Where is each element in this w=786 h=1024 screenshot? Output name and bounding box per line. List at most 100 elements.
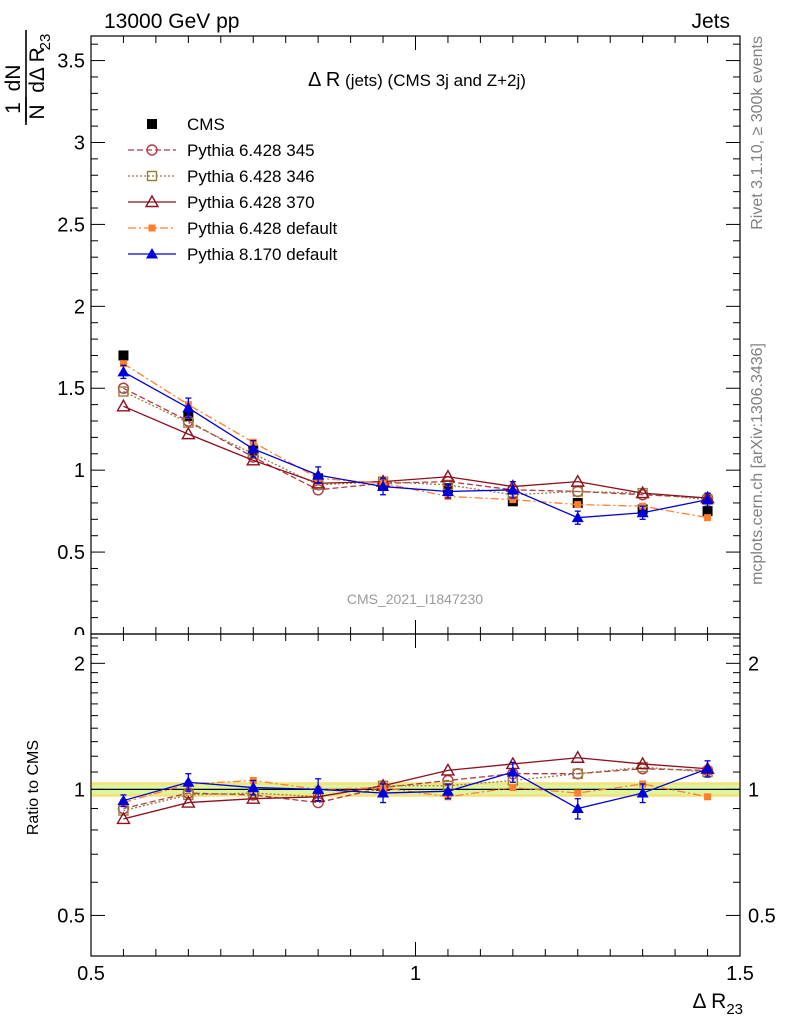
ratio-point-pythia-6-428-default bbox=[704, 793, 712, 801]
main-point-pythia-6-428-370 bbox=[635, 485, 650, 499]
ratio-point-pythia-6-428-370 bbox=[181, 795, 196, 808]
main-series-pythia-8-170-default bbox=[117, 364, 714, 525]
main-y-axis-label: 1 dN N dΔ R 23 bbox=[2, 30, 54, 125]
ratio-line-pythia-6-428-345 bbox=[123, 768, 708, 810]
main-point-pythia-6-428-default bbox=[509, 496, 517, 504]
main-point-pythia-6-428-default bbox=[704, 514, 712, 522]
legend-entry-pythia-6-428-default: Pythia 6.428 default bbox=[128, 219, 338, 238]
main-point-pythia-8-170-default bbox=[312, 469, 325, 480]
legend-entry-pythia-6-428-370: Pythia 6.428 370 bbox=[128, 193, 315, 212]
legend-label-pythia-6-428-default: Pythia 6.428 default bbox=[187, 219, 338, 238]
ratio-frame bbox=[90, 633, 741, 957]
ratio-point-pythia-6-428-370 bbox=[116, 811, 131, 825]
main-series-pythia-6-428-345 bbox=[117, 382, 714, 504]
ratio-point-pythia-8-170-default bbox=[182, 776, 195, 787]
ratio-point-pythia-8-170-default bbox=[701, 762, 714, 774]
ratio-x-tick-label: 0.5 bbox=[77, 963, 105, 985]
main-line-pythia-6-428-345 bbox=[123, 387, 708, 499]
x-axis-label-sub: 23 bbox=[726, 1001, 743, 1018]
main-point-pythia-8-170-default bbox=[247, 442, 260, 454]
ratio-y-tick-label: 0.5 bbox=[57, 905, 85, 927]
main-point-pythia-8-170-default bbox=[506, 483, 519, 495]
ratio-y-tick-label-right: 2 bbox=[748, 653, 759, 675]
ratio-point-pythia-8-170-default bbox=[312, 783, 325, 794]
main-point-pythia-6-428-370 bbox=[181, 426, 196, 440]
legend-entry-cms: CMS bbox=[147, 115, 225, 134]
legend-marker-pythia-8-170-default bbox=[146, 248, 158, 259]
main-point-pythia-6-428-370 bbox=[440, 469, 456, 482]
ratio-y-tick-label-right: 0.5 bbox=[748, 905, 776, 927]
main-point-cms bbox=[702, 506, 713, 517]
legend-entry-pythia-6-428-345: Pythia 6.428 345 bbox=[128, 141, 315, 160]
ratio-y-tick-label: 1 bbox=[74, 779, 85, 801]
main-point-pythia-8-170-default bbox=[441, 485, 454, 496]
ratio-panel: 0.5 0.5 1 1 2 2 0.5 1 1.5 bbox=[57, 633, 776, 985]
main-point-pythia-8-170-default bbox=[636, 506, 649, 518]
main-y-tick-label: 1 bbox=[74, 460, 85, 482]
main-point-pythia-8-170-default bbox=[117, 365, 130, 377]
main-line-pythia-6-428-default bbox=[123, 363, 708, 519]
main-point-pythia-6-428-370 bbox=[570, 474, 585, 487]
legend-label-pythia-8-170-default: Pythia 8.170 default bbox=[187, 245, 338, 264]
legend-marker-pythia-6-428-346 bbox=[146, 170, 158, 182]
main-point-pythia-6-428-default bbox=[574, 501, 582, 509]
legend-marker-pythia-6-428-370 bbox=[144, 194, 160, 208]
main-title-symbol: Δ R bbox=[308, 69, 340, 91]
main-title-suffix: (jets) (CMS 3j and Z+2j) bbox=[340, 71, 526, 90]
main-point-pythia-6-428-346 bbox=[572, 486, 583, 497]
ratio-point-pythia-8-170-default bbox=[506, 766, 519, 777]
ratio-x-tick-label: 1.5 bbox=[726, 963, 754, 985]
main-series-cms bbox=[118, 350, 713, 517]
y-label-sub: 23 bbox=[37, 34, 54, 51]
main-point-pythia-6-428-370 bbox=[116, 398, 131, 412]
header-right: Jets bbox=[691, 10, 730, 33]
mcplots-label: mcplots.cern.ch [arXiv:1306.3436] bbox=[749, 343, 766, 585]
main-point-pythia-6-428-370 bbox=[246, 452, 261, 466]
y-label-one: 1 bbox=[2, 102, 25, 114]
main-point-pythia-8-170-default bbox=[701, 493, 714, 505]
main-point-pythia-8-170-default bbox=[182, 401, 195, 413]
legend-marker-pythia-6-428-345 bbox=[146, 144, 158, 156]
ratio-point-pythia-6-428-370 bbox=[440, 762, 456, 776]
ratio-point-pythia-8-170-default bbox=[377, 787, 390, 798]
ratio-point-pythia-6-428-default bbox=[574, 789, 582, 797]
ratio-y-tick-label-right: 1 bbox=[748, 779, 759, 801]
ratio-point-pythia-8-170-default bbox=[636, 787, 649, 798]
x-axis-label-main: Δ R bbox=[692, 990, 726, 1013]
ratio-y-tick-label: 2 bbox=[74, 653, 85, 675]
main-y-tick-label: 3.5 bbox=[57, 51, 85, 73]
main-y-tick-label: 2.5 bbox=[57, 214, 85, 236]
main-line-pythia-6-428-346 bbox=[123, 390, 708, 501]
ratio-x-tick-label: 1 bbox=[410, 963, 421, 985]
legend: CMS Pythia 6.428 345 Pythia 6.428 346 Pythi… bbox=[128, 115, 338, 264]
ratio-point-pythia-8-170-default bbox=[441, 785, 454, 796]
legend-entry-pythia-8-170-default: Pythia 8.170 default bbox=[128, 245, 338, 264]
main-panel: 0.511.522.533.50 bbox=[57, 35, 741, 647]
ratio-point-pythia-8-170-default bbox=[247, 781, 260, 793]
legend-marker-cms bbox=[147, 119, 157, 129]
ratio-point-pythia-6-428-370 bbox=[310, 789, 326, 802]
y-label-d-delta: dΔ R bbox=[26, 47, 49, 93]
main-line-pythia-8-170-default bbox=[123, 371, 708, 519]
main-series-pythia-6-428-346 bbox=[118, 386, 713, 505]
legend-marker-pythia-6-428-default bbox=[148, 224, 156, 232]
ratio-point-pythia-8-170-default bbox=[571, 802, 584, 814]
legend-entry-pythia-6-428-346: Pythia 6.428 346 bbox=[128, 167, 315, 186]
main-point-pythia-6-428-370 bbox=[310, 475, 326, 489]
ratio-point-pythia-6-428-346 bbox=[572, 768, 583, 779]
main-title: Δ R (jets) (CMS 3j and Z+2j) bbox=[308, 69, 526, 91]
ratio-series-pythia-6-428-370 bbox=[116, 750, 715, 825]
main-line-pythia-6-428-370 bbox=[123, 405, 708, 499]
legend-label-pythia-6-428-346: Pythia 6.428 346 bbox=[187, 167, 315, 186]
header-left: 13000 GeV pp bbox=[104, 10, 239, 33]
watermark: CMS_2021_I1847230 bbox=[347, 591, 483, 607]
main-series-pythia-6-428-default bbox=[119, 360, 712, 522]
main-y-tick-label: 3 bbox=[74, 132, 85, 154]
ratio-line-pythia-6-428-370 bbox=[123, 757, 708, 820]
main-point-pythia-8-170-default bbox=[571, 511, 584, 523]
main-y-tick-label: 1.5 bbox=[57, 378, 85, 400]
ratio-point-pythia-6-428-370 bbox=[246, 791, 261, 804]
main-point-cms bbox=[118, 350, 129, 361]
rivet-label: Rivet 3.1.10, ≥ 300k events bbox=[749, 36, 766, 230]
